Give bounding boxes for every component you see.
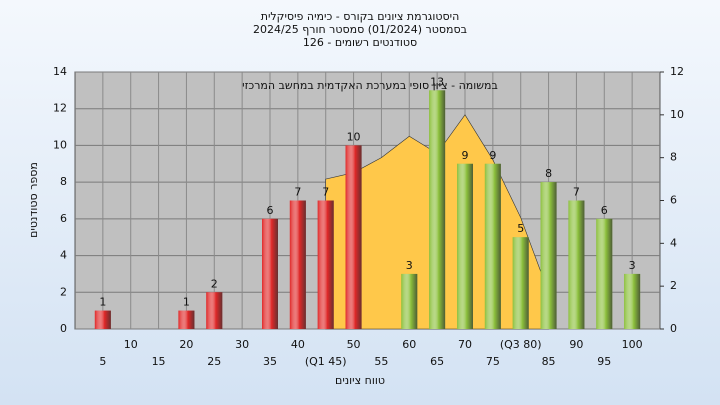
data-label: 5 [517,222,524,235]
bar-group [262,218,278,329]
x-tick-label: 65 [430,355,444,368]
data-label: 6 [601,204,608,217]
y-tick-label: 2 [60,285,67,298]
data-label: 13 [430,75,444,88]
y-tick-label: 8 [60,175,67,188]
data-label: 6 [267,204,274,217]
y2-tick-label: 12 [670,65,684,78]
bar-group [568,200,585,329]
x-tick-label: (Q1 45) [305,355,347,368]
y2-tick-label: 4 [670,236,677,249]
data-label: 9 [462,149,469,162]
bar-group [540,182,557,329]
x-tick-label: 75 [486,355,500,368]
x-tick-label: 85 [542,355,556,368]
bar-shade [94,310,111,329]
x-tick-label: 25 [207,355,221,368]
data-label: 8 [545,167,552,180]
x-tick-label: 10 [124,338,138,351]
bar-shade [289,200,306,329]
x-tick-label: 60 [402,338,416,351]
bar-group [512,237,529,329]
bar-shade [317,200,334,329]
bar-shade [484,163,501,329]
y2-tick-label: 8 [670,151,677,164]
bar-shade [624,273,641,329]
x-tick-label: 70 [458,338,472,351]
y-tick-label: 4 [60,249,67,262]
bar-group [345,145,362,329]
chart-subtitle: סטודנטים רשומים - 126 [303,36,417,49]
bar-group [94,310,111,329]
data-label: 3 [406,259,413,272]
x-tick-label: 90 [569,338,583,351]
y2-tick-label: 10 [670,108,684,121]
chart-subtitle: בסמסטר (01/2024) סמסטר חורף 2024/25 [253,23,467,36]
y-tick-label: 10 [53,138,67,151]
bar-shade [568,200,585,329]
bar-group [624,273,641,329]
data-label: 1 [183,296,190,309]
bar-group [484,163,501,329]
bar-shade [596,218,613,329]
bar-shade [401,273,418,329]
x-tick-label: 15 [152,355,166,368]
y-tick-label: 0 [60,322,67,335]
bar-shade [457,163,473,329]
bar-shade [178,310,195,329]
data-label: 7 [294,186,301,199]
y-tick-label: 6 [60,212,67,225]
x-tick-label: 5 [99,355,106,368]
y-tick-label: 12 [53,102,67,115]
bar-group [457,163,473,329]
x-tick-label: 55 [374,355,388,368]
bar-group [178,310,195,329]
chart-title: היסטוגרמת ציונים בקורס - כימיה פיסיקלית [261,10,460,23]
data-label: 1 [99,296,106,309]
y2-tick-label: 0 [670,322,677,335]
bar-shade [206,292,223,329]
data-label: 9 [489,149,496,162]
bar-shade [540,182,557,329]
bar-group [317,200,334,329]
bar-shade [262,218,278,329]
bar-group [429,90,446,329]
bar-group [596,218,613,329]
bar-shade [429,90,446,329]
x-axis-label: טווח ציונים [335,374,385,387]
data-label: 7 [573,186,580,199]
x-tick-label: 30 [235,338,249,351]
data-label: 10 [347,130,361,143]
bar-group [289,200,306,329]
y-axis-label: מספר סטודנטים [27,162,40,238]
x-tick-label: 50 [347,338,361,351]
x-tick-label: 20 [179,338,193,351]
bar-shade [345,145,362,329]
bar-group [206,292,223,329]
x-tick-label: 35 [263,355,277,368]
y2-tick-label: 6 [670,194,677,207]
annotation: במשומה - ציון סופי במערכת האקדמית במחשב … [242,79,498,92]
data-label: 7 [322,186,329,199]
y2-tick-label: 2 [670,279,677,292]
y-tick-label: 14 [53,65,67,78]
x-tick-label: (Q3 80) [500,338,542,351]
bar-shade [512,237,529,329]
x-tick-label: 100 [622,338,643,351]
x-tick-label: 95 [597,355,611,368]
x-tick-label: 40 [291,338,305,351]
bar-group [401,273,418,329]
data-label: 2 [211,277,218,290]
data-label: 3 [629,259,636,272]
